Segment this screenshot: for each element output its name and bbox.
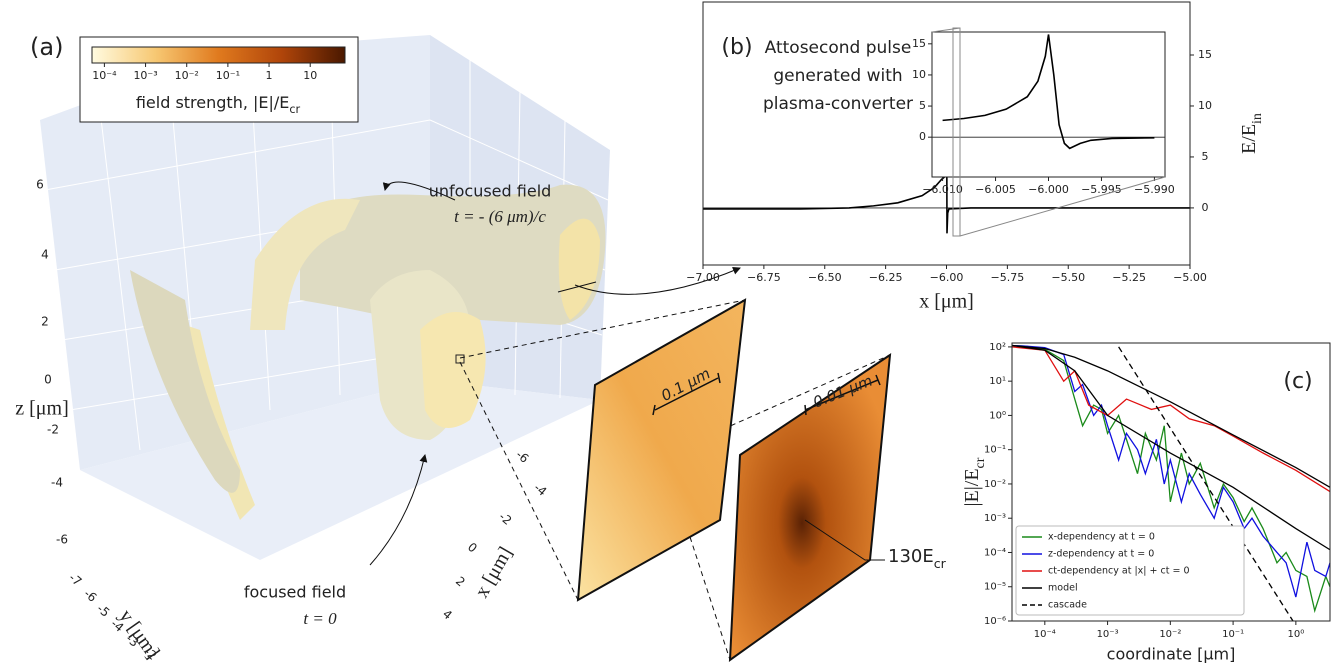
page: {"chart_data": [ {"type": "volume", "pan… bbox=[0, 0, 1341, 666]
colorbar-tick-label: 10⁻³ bbox=[133, 69, 157, 82]
x-tick-label: −6.75 bbox=[747, 271, 781, 284]
z-tick-label: 0 bbox=[44, 373, 52, 387]
legend-label: z-dependency at t = 0 bbox=[1048, 549, 1154, 560]
scene-3d bbox=[40, 35, 890, 660]
y-tick-label: 5 bbox=[1202, 150, 1209, 163]
x-axis-label: coordinate [μm] bbox=[1107, 645, 1236, 664]
x-tick-label: −5.50 bbox=[1051, 271, 1085, 284]
y-tick-label: 10⁰ bbox=[989, 410, 1006, 421]
z-tick-label: -4 bbox=[51, 476, 63, 490]
x-tick-label: −5.75 bbox=[991, 271, 1025, 284]
y-axis-label-sub: cr bbox=[973, 457, 988, 468]
x-axis-label: x [μm] bbox=[919, 291, 974, 313]
z-tick-label: 2 bbox=[41, 315, 49, 329]
legend-label: model bbox=[1048, 583, 1078, 594]
x-tick-label: -2 bbox=[496, 509, 514, 527]
y-tick-label: 0 bbox=[1202, 201, 1209, 214]
y-tick-label: 0 bbox=[919, 130, 926, 143]
legend-label: ct-dependency at |x| + ct = 0 bbox=[1048, 566, 1190, 577]
colorbar-tick-label: 10⁻² bbox=[175, 69, 199, 82]
y-tick-label: 10⁻⁴ bbox=[984, 547, 1006, 558]
x-tick-label: -4 bbox=[531, 480, 549, 498]
panel-label: (a) bbox=[30, 33, 63, 61]
peak-label-sub: cr bbox=[934, 556, 947, 571]
x-tick-label: 10⁻¹ bbox=[1222, 629, 1244, 640]
x-tick-label: −6.010 bbox=[922, 183, 963, 196]
x-tick-label: 10⁰ bbox=[1287, 629, 1304, 640]
y-axis-label-main: E/E bbox=[1238, 124, 1260, 154]
inset-background bbox=[932, 32, 1165, 177]
colorbar-label-main: field strength, |E|/E bbox=[136, 93, 290, 112]
x-tick-label: 10⁻³ bbox=[1097, 629, 1119, 640]
x-tick-label: -6 bbox=[513, 447, 531, 465]
y-axis-label-sub: in bbox=[1250, 113, 1265, 124]
x-tick-label: −6.000 bbox=[1028, 183, 1069, 196]
y-tick-label: 10⁻² bbox=[984, 479, 1006, 490]
zoom-panel bbox=[730, 355, 890, 660]
x-tick-label: 2 bbox=[453, 574, 468, 590]
peak-label-main: 130E bbox=[888, 546, 934, 567]
y-tick-label: 10² bbox=[989, 342, 1006, 353]
z-tick-label: -6 bbox=[56, 533, 68, 547]
annotation: t = - (6 μm)/c bbox=[454, 207, 546, 226]
annotation: unfocused field bbox=[429, 182, 552, 201]
x-tick-label: −5.990 bbox=[1134, 183, 1175, 196]
annotation: focused field bbox=[244, 583, 346, 602]
peak-label: 130Ecr bbox=[888, 546, 947, 571]
annotation: t = 0 bbox=[303, 609, 337, 628]
series-line bbox=[1012, 347, 1330, 492]
colorbar-tick-label: 10⁻¹ bbox=[216, 69, 240, 82]
z-axis-label: z [μm] bbox=[15, 398, 68, 420]
x-tick-label: 4 bbox=[440, 607, 455, 623]
y-axis-label-main: |E|/E bbox=[961, 468, 983, 506]
x-tick-label: −7.00 bbox=[686, 271, 720, 284]
figure: (a) 10⁻⁴ 10⁻³ 10⁻² 10⁻¹ 1 10 field strength, |E… bbox=[0, 0, 1341, 666]
x-tick-label: −6.50 bbox=[808, 271, 842, 284]
panel-label: (b) bbox=[721, 35, 752, 60]
x-tick-label: −6.005 bbox=[975, 183, 1016, 196]
z-tick-label: 4 bbox=[41, 248, 49, 262]
zoom-panel bbox=[578, 300, 745, 600]
y-tick-label: 10⁻³ bbox=[984, 513, 1006, 524]
y-tick-label: -5 bbox=[94, 601, 112, 619]
x-axis-label: x [μm] bbox=[471, 543, 517, 601]
colorbar-tick-label: 10 bbox=[303, 69, 317, 82]
y-axis-label: y [μm] bbox=[114, 606, 163, 663]
x-tick-label: −6.25 bbox=[869, 271, 903, 284]
annotation: plasma-converter bbox=[763, 94, 913, 114]
y-axis-label: E/Ein bbox=[1238, 113, 1265, 154]
x-tick-label: 10⁻² bbox=[1159, 629, 1181, 640]
annotation: generated with bbox=[773, 66, 902, 86]
y-tick-label: 5 bbox=[919, 99, 926, 112]
y-tick-label: 10 bbox=[1198, 99, 1212, 112]
legend-label: cascade bbox=[1048, 600, 1087, 611]
z-tick-label: 6 bbox=[36, 178, 44, 192]
y-tick-label: 15 bbox=[912, 37, 926, 50]
annotation: Attosecond pulse bbox=[765, 38, 912, 58]
y-tick-label: 15 bbox=[1198, 48, 1212, 61]
x-tick-label: −5.995 bbox=[1081, 183, 1122, 196]
y-tick-label: 10¹ bbox=[989, 376, 1006, 387]
x-tick-label: 10⁻⁴ bbox=[1034, 629, 1056, 640]
y-tick-label: -6 bbox=[81, 586, 99, 604]
x-tick-label: −5.25 bbox=[1112, 271, 1146, 284]
colorbar-tick-label: 10⁻⁴ bbox=[92, 69, 117, 82]
colorbar-label-sub: cr bbox=[289, 103, 300, 116]
y-tick-label: 10⁻⁵ bbox=[984, 582, 1006, 593]
x-tick-label: 0 bbox=[465, 540, 480, 556]
colorbar bbox=[92, 47, 345, 63]
y-tick-label: -7 bbox=[66, 570, 84, 588]
legend-label: x-dependency at t = 0 bbox=[1048, 532, 1155, 543]
series-line bbox=[1012, 345, 1330, 549]
x-tick-label: −5.00 bbox=[1173, 271, 1207, 284]
z-tick-label: -2 bbox=[47, 423, 59, 437]
y-tick-label: 10 bbox=[912, 68, 926, 81]
panel-label: (c) bbox=[1283, 369, 1312, 394]
x-tick-label: −6.00 bbox=[930, 271, 964, 284]
y-tick-label: 10⁻¹ bbox=[984, 445, 1006, 456]
colorbar-tick-label: 1 bbox=[266, 69, 273, 82]
y-tick-label: 10⁻⁶ bbox=[984, 616, 1006, 627]
